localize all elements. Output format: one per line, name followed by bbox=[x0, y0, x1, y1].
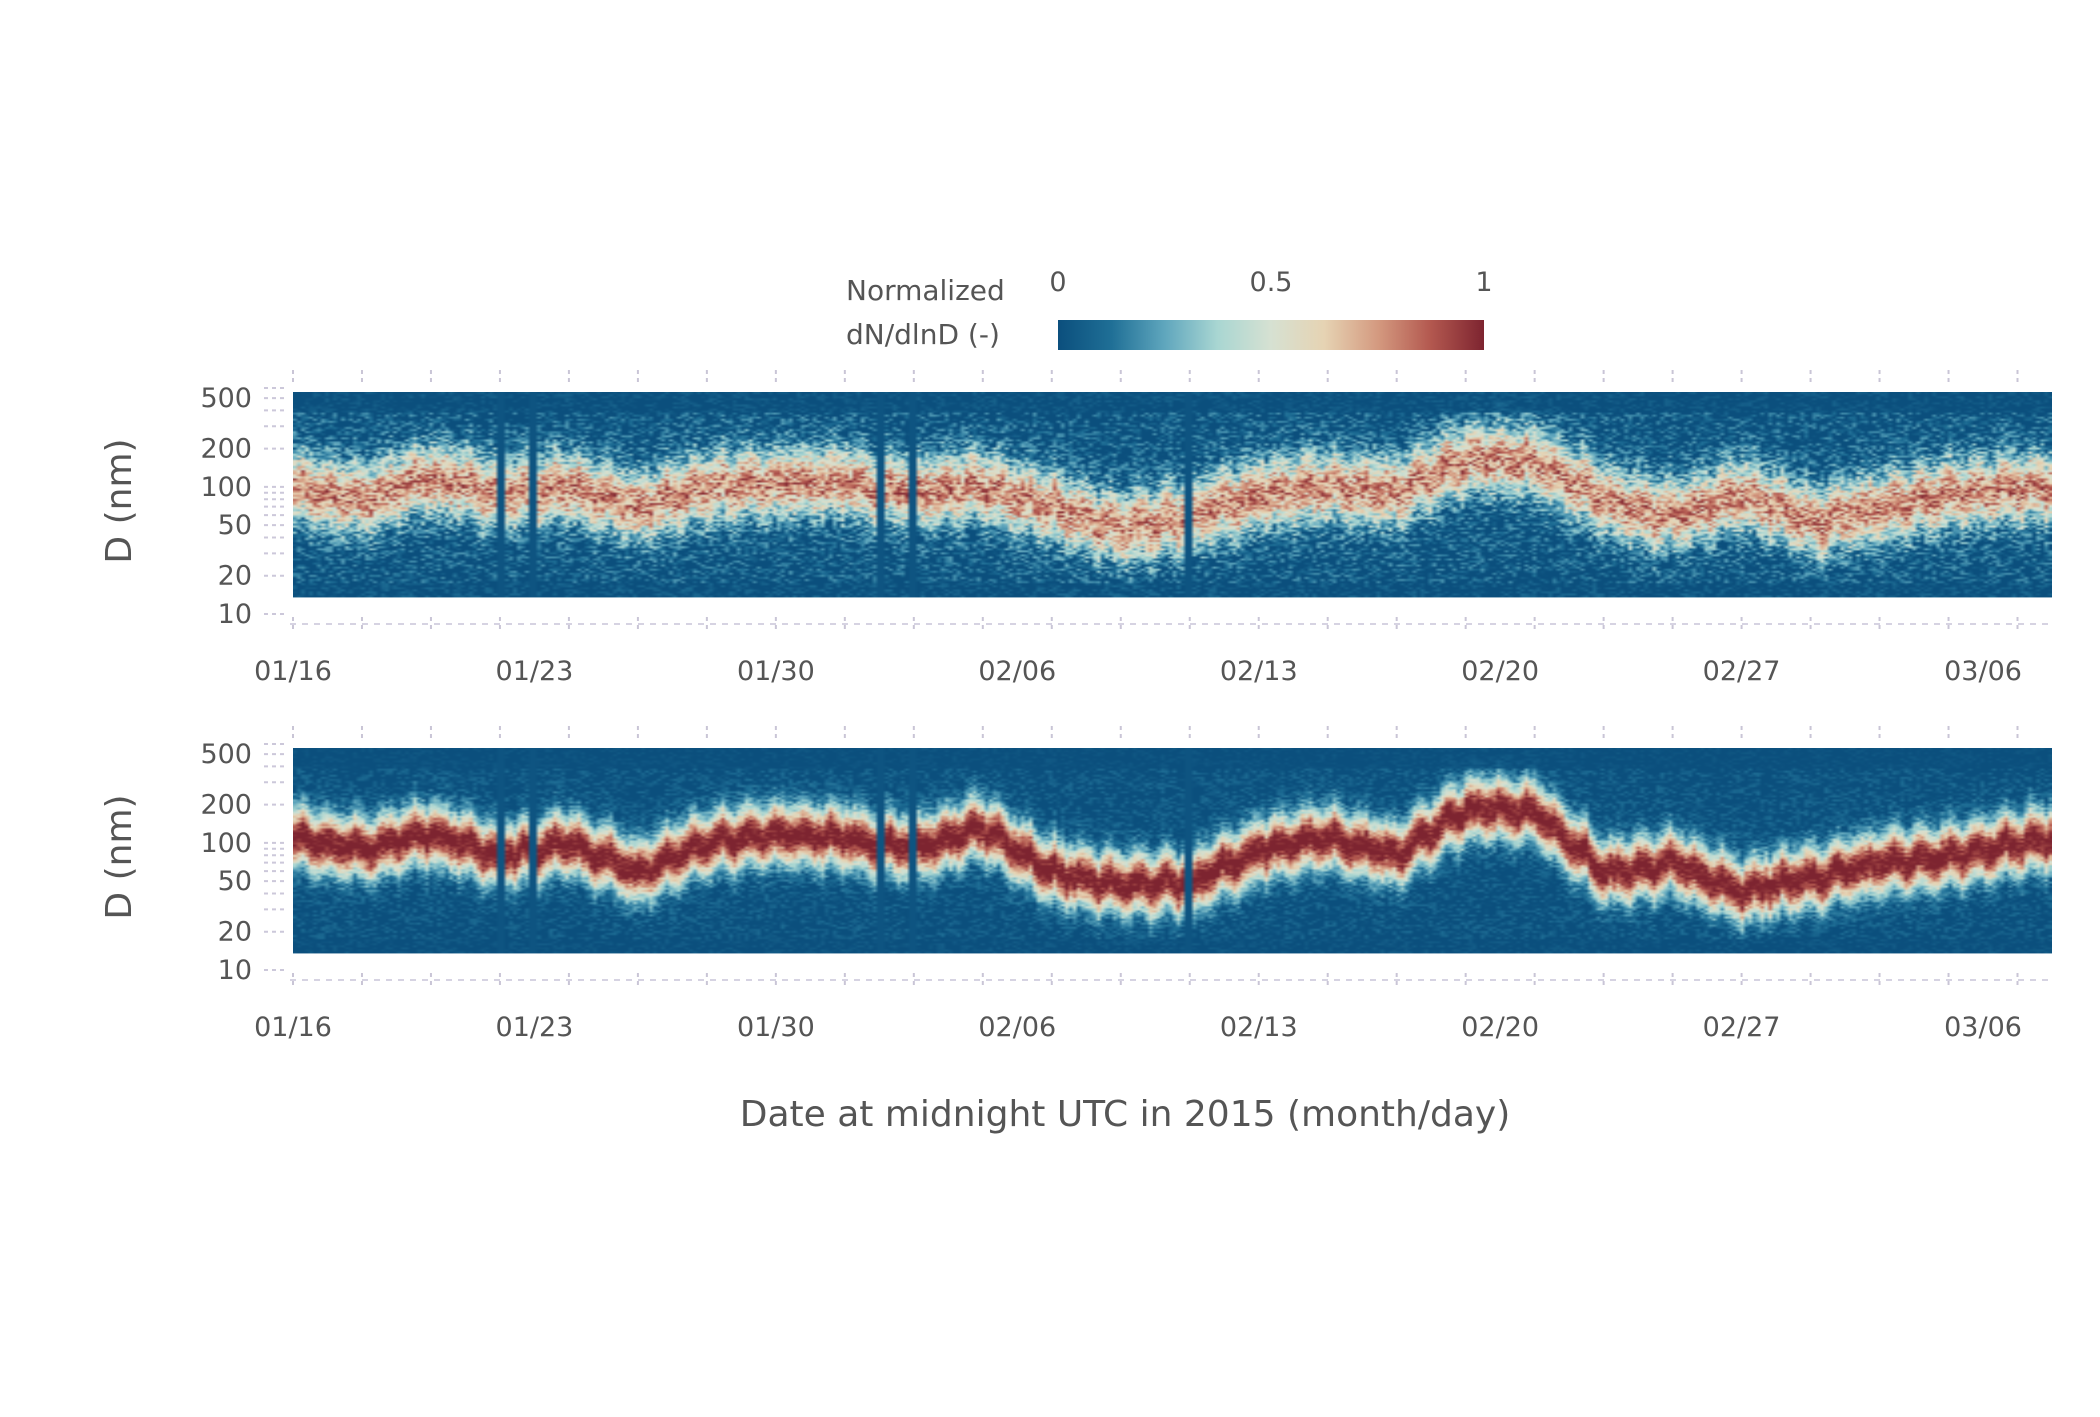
x-tick-label: 02/13 bbox=[1220, 1012, 1298, 1043]
x-tick-label: 02/13 bbox=[1220, 656, 1298, 687]
x-axis-ticks bbox=[292, 370, 2019, 629]
y-tick-label: 20 bbox=[218, 917, 252, 948]
y-tick-label: 500 bbox=[200, 739, 252, 770]
x-axis-ticks bbox=[292, 726, 2019, 985]
colorbar-tick-label: 0 bbox=[1049, 267, 1066, 298]
colorbar bbox=[1058, 320, 1484, 350]
colorbar-tick-label: 0.5 bbox=[1250, 267, 1293, 298]
y-tick-label: 20 bbox=[218, 561, 252, 592]
colorbar-tick-label: 1 bbox=[1475, 267, 1492, 298]
colorbar-ticks: 0 0.5 1 bbox=[1049, 267, 1492, 298]
y-axis-title: D (nm) bbox=[99, 438, 140, 563]
x-tick-label: 02/27 bbox=[1703, 1012, 1781, 1043]
y-axis-ticks bbox=[264, 387, 284, 615]
x-tick-label: 02/06 bbox=[978, 656, 1056, 687]
y-tick-label: 10 bbox=[218, 599, 252, 630]
y-axis-title: D (nm) bbox=[99, 794, 140, 919]
colorbar-title-line-2: dN/dlnD (-) bbox=[846, 318, 1000, 351]
x-tick-label: 02/20 bbox=[1461, 656, 1539, 687]
y-tick-label: 100 bbox=[200, 472, 252, 503]
x-tick-label: 03/06 bbox=[1944, 1012, 2022, 1043]
y-tick-label: 200 bbox=[200, 434, 252, 465]
x-tick-label: 01/23 bbox=[496, 656, 574, 687]
y-tick-label: 100 bbox=[200, 828, 252, 859]
colorbar-title-line-1: Normalized bbox=[846, 274, 1005, 307]
x-tick-label: 02/06 bbox=[978, 1012, 1056, 1043]
y-tick-label: 500 bbox=[200, 383, 252, 414]
y-tick-label: 50 bbox=[218, 866, 252, 897]
heatmap-panel-bottom: 10 20 50 100 200 500 01/16 01/23 01/30 02/06 02/13… bbox=[99, 726, 2052, 1043]
x-tick-label: 01/30 bbox=[737, 656, 815, 687]
y-tick-label: 50 bbox=[218, 510, 252, 541]
y-tick-label: 200 bbox=[200, 790, 252, 821]
x-tick-label: 01/16 bbox=[254, 1012, 332, 1043]
colorbar-legend: Normalized dN/dlnD (-) 0 0.5 1 bbox=[846, 267, 1493, 351]
y-axis-ticks bbox=[264, 743, 284, 971]
x-tick-label: 01/23 bbox=[496, 1012, 574, 1043]
y-tick-label: 10 bbox=[218, 955, 252, 986]
x-tick-label: 02/27 bbox=[1703, 656, 1781, 687]
x-tick-label: 02/20 bbox=[1461, 1012, 1539, 1043]
heatmap-panel-top: 10 20 50 100 200 500 01/16 01/23 01/30 02/06 02/13… bbox=[99, 370, 2052, 687]
x-tick-label: 01/16 bbox=[254, 656, 332, 687]
heatmap-image bbox=[293, 748, 2052, 954]
x-axis-title: Date at midnight UTC in 2015 (month/day) bbox=[740, 1094, 1510, 1135]
x-tick-label: 01/30 bbox=[737, 1012, 815, 1043]
x-tick-label: 03/06 bbox=[1944, 656, 2022, 687]
heatmap-image bbox=[293, 392, 2052, 598]
